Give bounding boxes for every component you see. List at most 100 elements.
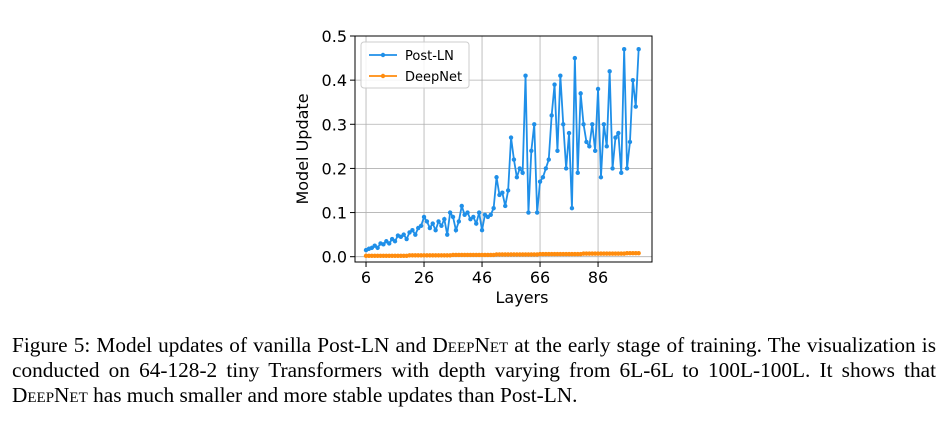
data-point	[630, 77, 636, 83]
data-point	[488, 212, 493, 217]
data-point	[387, 241, 392, 246]
data-point	[578, 91, 583, 96]
data-point	[549, 113, 554, 118]
data-point	[494, 175, 499, 180]
data-point	[491, 205, 496, 211]
data-point	[456, 219, 462, 224]
y-tick-label: 0.0	[322, 248, 347, 267]
data-point	[404, 236, 409, 242]
data-point	[503, 203, 508, 209]
y-tick-label: 0.2	[322, 159, 347, 178]
data-point	[523, 73, 528, 78]
y-axis-label: Model Update	[293, 93, 312, 204]
x-tick-label: 6	[361, 268, 371, 287]
data-point	[540, 175, 546, 180]
data-point	[613, 135, 618, 140]
caption-text: DeepNet	[432, 333, 509, 357]
data-point	[575, 170, 580, 176]
data-point	[633, 104, 638, 109]
x-axis-label: Layers	[496, 288, 549, 307]
y-tick-label: 0.3	[322, 115, 347, 134]
data-point	[607, 69, 612, 74]
data-point	[636, 47, 641, 52]
data-point	[592, 148, 598, 153]
data-point	[627, 139, 633, 145]
data-point	[616, 130, 621, 136]
data-point	[619, 170, 624, 176]
y-tick-label: 0.1	[322, 204, 347, 223]
data-point	[581, 122, 586, 127]
legend-label: DeepNet	[405, 70, 462, 85]
data-point	[433, 228, 438, 233]
data-point	[537, 179, 543, 184]
legend-label: Post-LN	[405, 49, 454, 64]
caption-text: DeepNet	[12, 383, 88, 407]
data-point	[418, 223, 424, 229]
data-point	[471, 214, 476, 220]
data-point	[569, 205, 575, 211]
data-point	[459, 203, 464, 209]
data-point	[526, 210, 531, 215]
data-point	[447, 210, 453, 215]
data-point	[392, 239, 398, 244]
data-point	[427, 225, 433, 231]
data-point	[604, 144, 609, 149]
data-point	[624, 166, 630, 171]
data-point	[381, 242, 386, 247]
data-point	[558, 73, 563, 78]
x-tick-label: 26	[414, 268, 434, 287]
data-point	[445, 232, 450, 237]
data-point	[453, 228, 459, 233]
data-point	[532, 122, 537, 127]
data-point	[424, 219, 430, 224]
figure-caption: Figure 5: Model updates of vanilla Post-…	[12, 333, 936, 408]
data-point	[598, 175, 604, 180]
data-point	[436, 219, 441, 224]
data-point	[590, 122, 595, 127]
data-point	[474, 221, 479, 226]
data-point	[610, 166, 615, 171]
data-point	[505, 188, 511, 193]
data-point	[439, 223, 444, 229]
data-point	[555, 148, 560, 153]
data-point	[500, 190, 505, 195]
caption-text: has much smaller and more stable updates…	[87, 383, 578, 407]
data-point	[534, 210, 540, 215]
y-tick-label: 0.4	[322, 71, 347, 90]
data-point	[621, 47, 627, 52]
data-point	[421, 214, 427, 220]
data-point	[517, 166, 522, 171]
x-tick-label: 66	[530, 268, 550, 287]
data-point	[476, 210, 482, 215]
data-point	[450, 214, 456, 220]
data-point	[563, 166, 569, 171]
caption-text: at the early stage of training. The visu…	[12, 333, 937, 382]
data-point	[401, 232, 406, 237]
data-point	[410, 228, 415, 233]
chart: Layers Model Update 0.0 0.1 0.2 0.3 0.4 0.5 6 2…	[293, 27, 653, 307]
data-point	[595, 86, 601, 92]
data-point	[572, 55, 578, 61]
data-point	[514, 175, 520, 180]
data-point	[430, 221, 435, 226]
data-point	[601, 122, 607, 127]
data-point	[584, 139, 589, 145]
legend-marker	[380, 52, 386, 58]
data-point	[543, 166, 549, 171]
y-tick-label: 0.5	[322, 27, 347, 46]
data-point	[529, 148, 534, 153]
data-point	[479, 228, 485, 233]
data-point	[511, 157, 517, 162]
data-point	[587, 144, 592, 149]
data-point	[566, 130, 572, 136]
plot-frame	[354, 35, 653, 263]
legend-marker	[380, 73, 386, 79]
data-point	[508, 135, 514, 140]
data-point	[413, 232, 418, 237]
data-point	[636, 250, 641, 256]
caption-text: Figure 5: Model updates of vanilla Post-…	[12, 333, 433, 357]
x-tick-label: 46	[472, 268, 492, 287]
data-point	[375, 245, 380, 251]
data-point	[520, 170, 525, 176]
